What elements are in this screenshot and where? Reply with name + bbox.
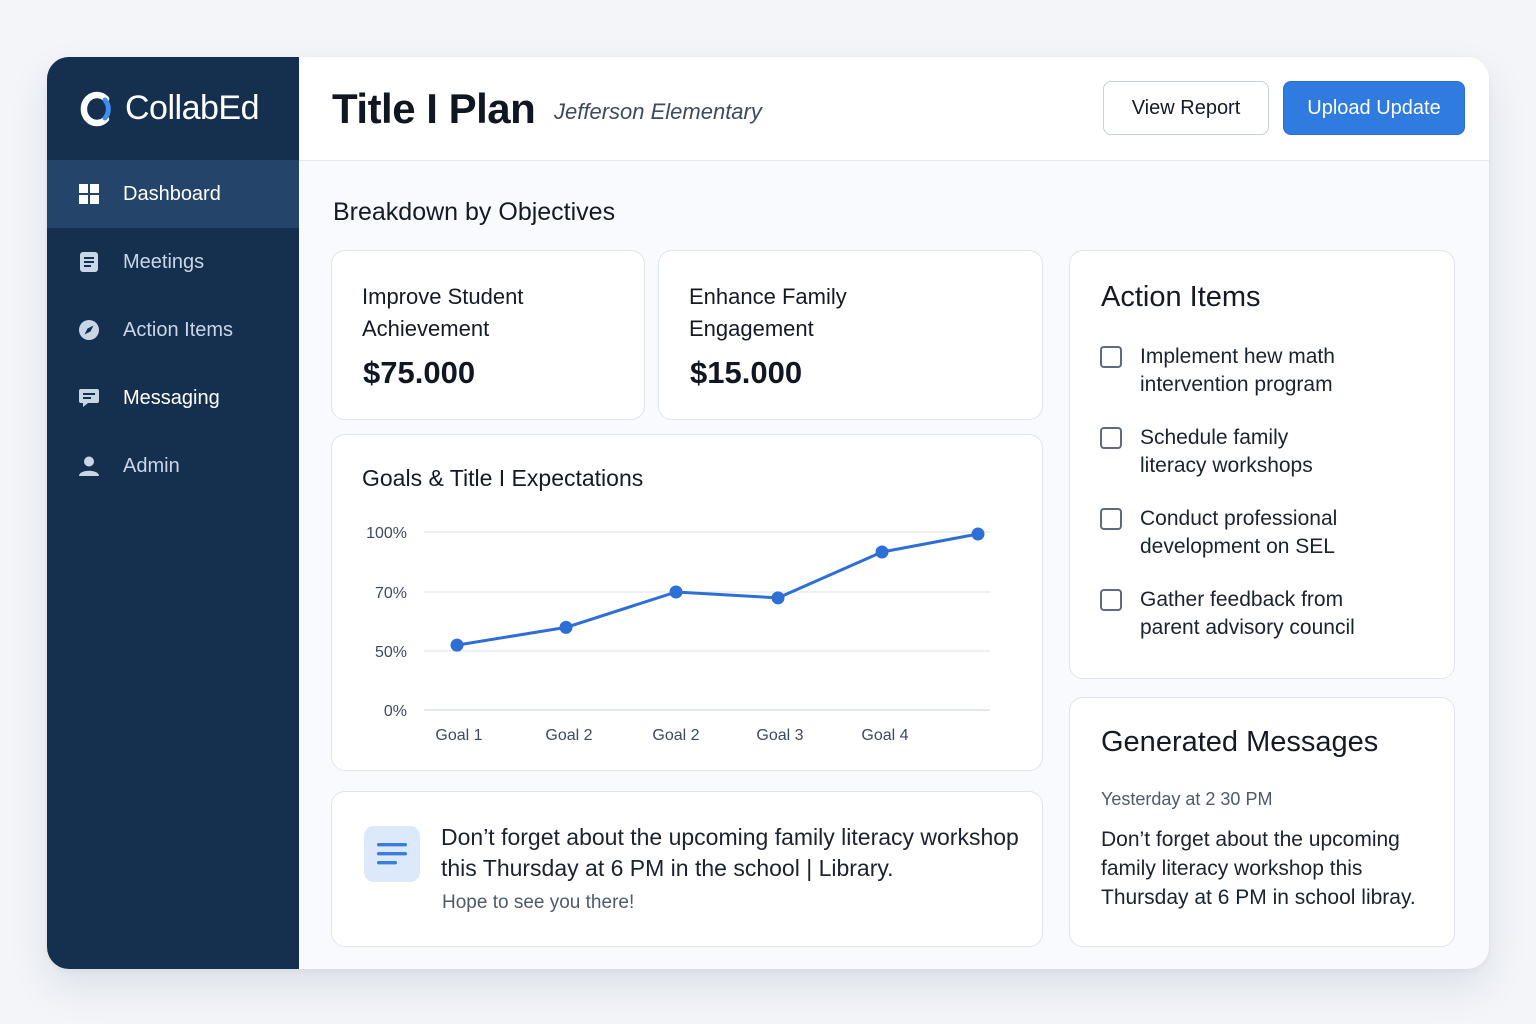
action-item-line: Schedule family: [1140, 426, 1289, 449]
goals-line-chart: 0% 50% 70% 100% Goal 1 Goal 2 Goal 2 Goal 3 Goal…: [366, 525, 990, 744]
objective-title-line: Achievement: [362, 316, 490, 341]
action-item-checkbox[interactable]: [1100, 589, 1122, 611]
chart-title: Goals & Title I Expectations: [362, 465, 644, 491]
action-item-line: literacy workshops: [1140, 454, 1313, 477]
action-item-checkbox[interactable]: [1100, 508, 1122, 530]
generated-message-text: Don’t forget about the upcoming family l…: [1101, 828, 1416, 909]
objective-title-line: Improve Student: [362, 284, 524, 309]
x-tick-label: Goal 1: [435, 727, 482, 744]
sidebar: CollabEd Dashboard Meetings Action Items: [47, 57, 299, 969]
action-item: Conduct professional development on SEL: [1100, 505, 1430, 586]
school-name: Jefferson Elementary: [554, 99, 762, 124]
brand-name: CollabEd: [125, 89, 259, 127]
view-report-button[interactable]: View Report: [1103, 81, 1269, 135]
app-window: CollabEd Dashboard Meetings Action Items: [47, 57, 1489, 969]
action-item-checkbox[interactable]: [1100, 427, 1122, 449]
objective-title-line: Enhance Family: [689, 284, 847, 309]
objective-card-engagement[interactable]: Enhance Family Engagement $15.000: [658, 250, 1043, 420]
action-item: Implement hew math intervention program: [1100, 343, 1430, 424]
action-item-line: development on SEL: [1140, 535, 1335, 558]
data-point[interactable]: [559, 620, 573, 634]
message-subtext: Hope to see you there!: [442, 892, 635, 913]
lines-icon: [364, 826, 420, 882]
action-item-line: parent advisory council: [1140, 616, 1355, 639]
objective-title: Enhance Family Engagement: [689, 281, 847, 345]
grid-icon: [77, 182, 101, 206]
main-content: Title I Plan Jefferson Elementary View R…: [299, 57, 1489, 969]
action-item: Gather feedback from parent advisory cou…: [1100, 586, 1430, 667]
y-tick-label: 100%: [366, 525, 407, 542]
message-text: Don’t forget about the upcoming family l…: [441, 824, 1019, 881]
objective-card-achievement[interactable]: Improve Student Achievement $75.000: [331, 250, 645, 420]
sidebar-item-messaging[interactable]: Messaging: [47, 364, 299, 432]
sidebar-item-label: Dashboard: [123, 182, 221, 205]
action-item-text: Conduct professional development on SEL: [1140, 505, 1337, 561]
action-item-line: Gather feedback from: [1140, 588, 1344, 611]
sidebar-item-label: Action Items: [123, 318, 234, 341]
c-logo-icon: [80, 91, 111, 126]
data-point[interactable]: [971, 527, 985, 541]
action-item-text: Gather feedback from parent advisory cou…: [1140, 586, 1355, 642]
generated-messages-card[interactable]: Generated Messages Yesterday at 2 30 PM …: [1069, 697, 1455, 947]
action-item-line: intervention program: [1140, 373, 1333, 396]
sidebar-item-label: Admin: [123, 454, 180, 477]
x-tick-label: Goal 2: [545, 727, 592, 744]
action-item-checkbox[interactable]: [1100, 346, 1122, 368]
action-items-list: Implement hew math intervention program …: [1100, 343, 1430, 667]
user-icon: [77, 454, 101, 478]
action-item-line: Implement hew math: [1140, 345, 1335, 368]
document-icon: [77, 250, 101, 274]
section-title: Breakdown by Objectives: [333, 198, 616, 226]
sidebar-item-action-items[interactable]: Action Items: [47, 296, 299, 364]
sidebar-item-admin[interactable]: Admin: [47, 432, 299, 500]
upload-update-button[interactable]: Upload Update: [1283, 81, 1465, 135]
x-tick-label: Goal 2: [652, 727, 699, 744]
action-item-line: Conduct professional: [1140, 507, 1338, 530]
action-item: Schedule family literacy workshops: [1100, 424, 1430, 505]
objective-amount: $15.000: [690, 355, 803, 390]
objective-title: Improve Student Achievement: [362, 281, 523, 345]
sidebar-item-label: Meetings: [123, 250, 205, 273]
compass-icon: [77, 318, 101, 342]
chat-icon: [77, 386, 101, 410]
page-title: Title I Plan: [332, 85, 536, 132]
y-tick-label: 70%: [375, 585, 407, 602]
sidebar-item-meetings[interactable]: Meetings: [47, 228, 299, 296]
message-card[interactable]: Don’t forget about the upcoming family l…: [331, 791, 1043, 947]
goals-chart-card: Goals & Title I Expectations 0% 50% 70% 100…: [331, 434, 1043, 771]
y-tick-label: 0%: [384, 703, 407, 720]
page-header: Title I Plan Jefferson Elementary View R…: [299, 57, 1489, 161]
data-point[interactable]: [875, 545, 889, 559]
y-tick-label: 50%: [375, 644, 407, 661]
brand[interactable]: CollabEd: [79, 89, 259, 128]
action-item-text: Implement hew math intervention program: [1140, 343, 1335, 399]
generated-messages-title: Generated Messages: [1101, 726, 1379, 758]
sidebar-item-label: Messaging: [123, 386, 220, 409]
action-items-card: Action Items Implement hew math interven…: [1069, 250, 1455, 679]
data-point[interactable]: [771, 591, 785, 605]
x-tick-label: Goal 4: [861, 727, 908, 744]
x-tick-label: Goal 3: [756, 727, 803, 744]
sidebar-nav: Dashboard Meetings Action Items Messagin…: [47, 160, 299, 500]
action-item-text: Schedule family literacy workshops: [1140, 424, 1313, 480]
message-timestamp: Yesterday at 2 30 PM: [1101, 789, 1273, 809]
series-line: [456, 532, 979, 647]
action-items-title: Action Items: [1101, 281, 1261, 313]
sidebar-item-dashboard[interactable]: Dashboard: [47, 160, 299, 228]
data-point[interactable]: [669, 585, 683, 599]
objective-amount: $75.000: [363, 355, 476, 390]
objective-title-line: Engagement: [689, 316, 814, 341]
data-point[interactable]: [450, 638, 464, 652]
